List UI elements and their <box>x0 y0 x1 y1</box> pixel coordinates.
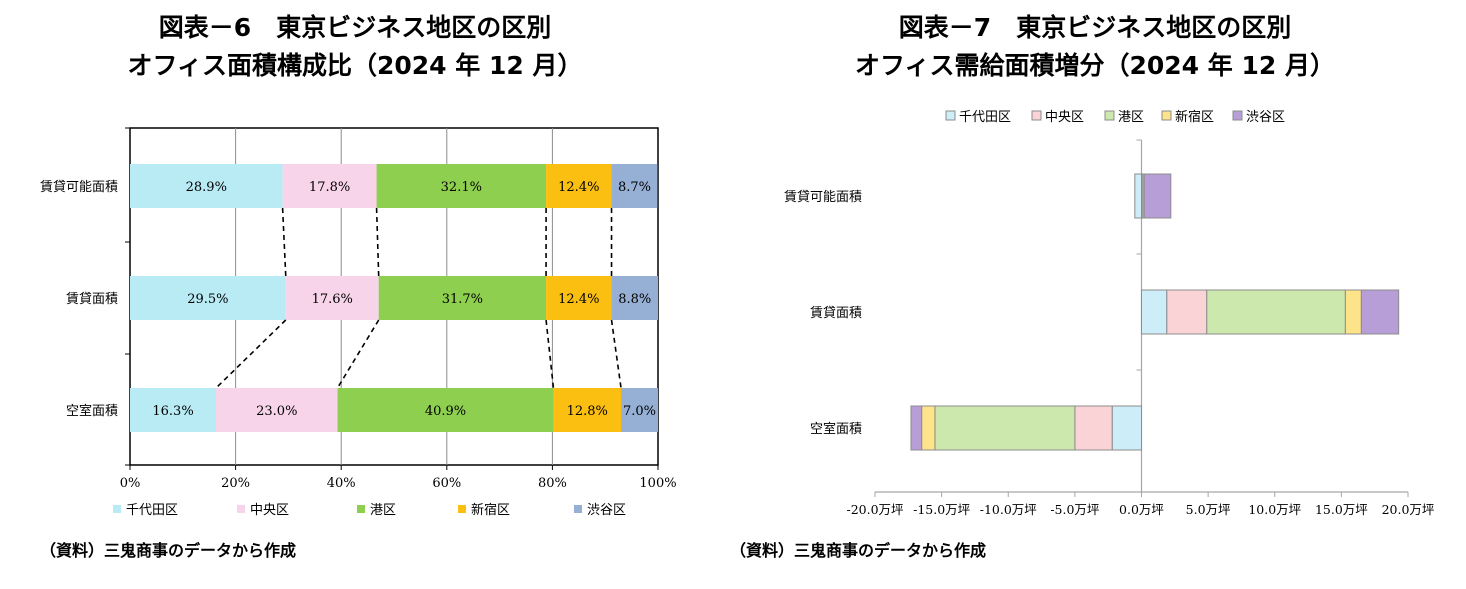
left-chart-title-line2: オフィス面積構成比（2024 年 12 月） <box>127 51 583 80</box>
x-tick-label: -5.0万坪 <box>1050 502 1099 517</box>
data-label: 17.6% <box>312 292 353 307</box>
bar-segment <box>130 276 286 320</box>
bar-segment <box>910 405 923 451</box>
legend-label: 千代田区 <box>959 110 1011 125</box>
x-tick-label: -15.0万坪 <box>913 502 970 517</box>
data-label: 17.8% <box>309 180 350 195</box>
right-chart-title-line1: 図表－7 東京ビジネス地区の区別 <box>898 13 1292 42</box>
category-label: 賃貸可能面積 <box>784 189 862 205</box>
legend-label: 渋谷区 <box>1246 110 1285 125</box>
legend-swatch <box>574 505 582 513</box>
bar-segment <box>216 388 338 432</box>
bar-segment <box>378 276 547 320</box>
x-tick-label: 5.0万坪 <box>1186 502 1231 517</box>
legend-swatch <box>357 505 365 513</box>
x-tick-label: 40% <box>327 476 356 491</box>
x-tick-label: 20.0万坪 <box>1382 502 1435 517</box>
connector-line <box>215 319 287 389</box>
bar-segment <box>621 388 658 432</box>
bar-segment <box>1206 289 1346 335</box>
x-tick-label: 100% <box>639 476 676 491</box>
x-tick-label: 60% <box>432 476 461 491</box>
legend-swatch <box>237 505 245 513</box>
legend-swatch <box>1104 110 1115 121</box>
data-label: 12.8% <box>567 404 608 419</box>
data-label: 12.4% <box>558 292 599 307</box>
x-tick-label: 80% <box>538 476 567 491</box>
connector-line <box>610 319 622 389</box>
category-label: 賃貸面積 <box>810 305 862 321</box>
x-tick-label: 0% <box>120 476 141 491</box>
legend-label: 中央区 <box>1045 110 1084 125</box>
legend-label: 新宿区 <box>471 502 510 518</box>
legend-label: 中央区 <box>250 503 289 518</box>
data-label: 7.0% <box>623 404 656 419</box>
category-label: 賃貸可能面積 <box>40 179 118 195</box>
right-source-note: （資料）三鬼商事のデータから作成 <box>730 541 987 560</box>
right-chart-title-line2: オフィス需給面積増分（2024 年 12 月） <box>855 51 1335 80</box>
stacked-increment-bar-chart: -20.0万坪 -15.0万坪 -10.0万坪 -5.0万坪 0.0万坪 5.0万坪 10.… <box>784 109 1435 517</box>
category-label: 空室面積 <box>810 421 862 437</box>
bar-segment <box>1074 405 1113 451</box>
data-label: 32.1% <box>441 180 482 195</box>
legend-label: 千代田区 <box>126 503 178 518</box>
data-label: 8.7% <box>618 180 651 195</box>
legend-label: 新宿区 <box>1175 109 1214 125</box>
bar-segment <box>921 405 936 451</box>
data-label: 31.7% <box>442 292 483 307</box>
category-label: 空室面積 <box>66 403 118 419</box>
x-tick-label: 20% <box>221 476 250 491</box>
data-label: 12.4% <box>558 180 599 195</box>
connector-line <box>336 319 380 389</box>
data-label: 23.0% <box>256 404 297 419</box>
data-label: 29.5% <box>187 292 228 307</box>
legend-swatch <box>113 505 121 513</box>
data-label: 16.3% <box>152 404 193 419</box>
bar-segment <box>337 388 554 432</box>
bar-segment <box>1166 289 1208 335</box>
bar-segment <box>546 164 612 208</box>
bar-segment <box>934 405 1076 451</box>
stacked-percent-bar-chart: 0% 20% 40% 60% 80% 100% 賃貸可能面積 28.9% 17.8% 32.1% 1… <box>40 127 677 518</box>
x-tick-label: 15.0万坪 <box>1315 502 1368 517</box>
bar-segment <box>1143 173 1172 219</box>
bar-segment <box>285 276 379 320</box>
data-label: 28.9% <box>186 180 227 195</box>
x-tick-label: 10.0万坪 <box>1248 502 1301 517</box>
bar-segment <box>553 388 622 432</box>
connector-line <box>375 207 380 277</box>
x-tick-label: -10.0万坪 <box>980 502 1037 517</box>
bar-segment <box>1141 289 1168 335</box>
bar-segment <box>130 164 283 208</box>
legend-swatch <box>1161 110 1172 121</box>
bar-segment <box>376 164 547 208</box>
x-tick-label: -20.0万坪 <box>846 502 903 517</box>
category-label: 賃貸面積 <box>66 291 118 307</box>
legend-label: 港区 <box>1118 110 1144 125</box>
bar-segment <box>611 276 658 320</box>
legend-swatch <box>458 505 466 513</box>
data-label: 40.9% <box>425 404 466 419</box>
bar-segment <box>1344 289 1362 335</box>
legend-label: 港区 <box>370 503 396 518</box>
bar-segment <box>282 164 377 208</box>
legend-swatch <box>1031 110 1042 121</box>
x-tick-label: 0.0万坪 <box>1119 502 1164 517</box>
bar-segment <box>1111 405 1143 451</box>
connector-line <box>281 207 287 277</box>
left-chart-title-line1: 図表－6 東京ビジネス地区の区別 <box>158 13 552 42</box>
legend-swatch <box>945 110 956 121</box>
data-label: 8.8% <box>618 292 651 307</box>
bar-segment <box>1134 173 1143 219</box>
bar-segment <box>546 276 612 320</box>
legend-swatch <box>1232 110 1243 121</box>
bar-segment <box>130 388 217 432</box>
connector-line <box>545 319 555 389</box>
bar-segment <box>1360 289 1400 335</box>
bar-segment <box>611 164 658 208</box>
left-source-note: （資料）三鬼商事のデータから作成 <box>40 541 297 560</box>
legend-label: 渋谷区 <box>587 503 626 518</box>
